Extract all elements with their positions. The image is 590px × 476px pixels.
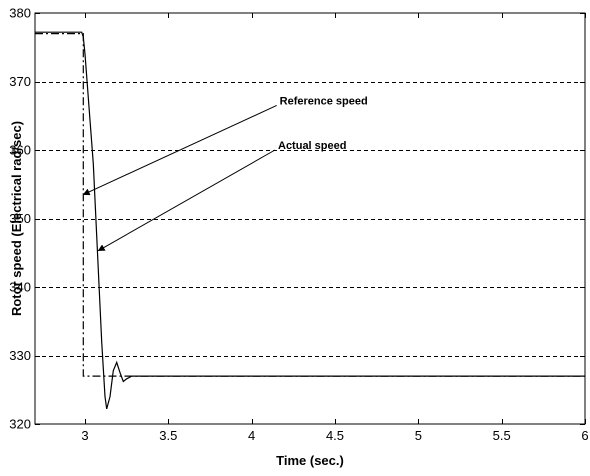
x-tick-label: 3.5	[159, 428, 177, 443]
y-tick-label: 340	[9, 280, 31, 295]
tick-layer: 320 330 340 350 360 370 380 3 3.5 4 4.5 5 5.5 6	[9, 6, 588, 444]
y-axis-label: Rotor speed (Electrical rad/sec)	[9, 121, 24, 316]
x-tick-label: 4	[248, 428, 255, 443]
y-tick-label: 370	[9, 74, 31, 89]
x-tick-label: 6	[581, 428, 588, 443]
y-tick-label: 380	[9, 6, 31, 21]
y-tick-label: 320	[9, 417, 31, 432]
y-tick-label: 350	[9, 211, 31, 226]
x-tick-label: 4.5	[326, 428, 344, 443]
grid-layer	[35, 82, 585, 357]
series-layer	[35, 31, 585, 410]
annotation-layer: Reference speed Actual speed	[82, 95, 368, 252]
annotation-label-0: Reference speed	[280, 95, 368, 107]
y-tick-label: 360	[9, 143, 31, 158]
annotation-label-1: Actual speed	[278, 140, 346, 152]
x-axis-label: Time (sec.)	[276, 453, 344, 468]
annotation-arrow-0	[82, 105, 277, 196]
x-tick-label: 5.5	[493, 428, 511, 443]
x-tick-label: 3	[81, 428, 88, 443]
plot-frame	[34, 12, 586, 425]
series-actual-speed-line	[35, 31, 585, 410]
annotation-arrow-1	[97, 149, 276, 252]
series-reference-speed-line	[35, 32, 585, 377]
x-tick-label: 5	[415, 428, 422, 443]
y-tick-label: 330	[9, 348, 31, 363]
